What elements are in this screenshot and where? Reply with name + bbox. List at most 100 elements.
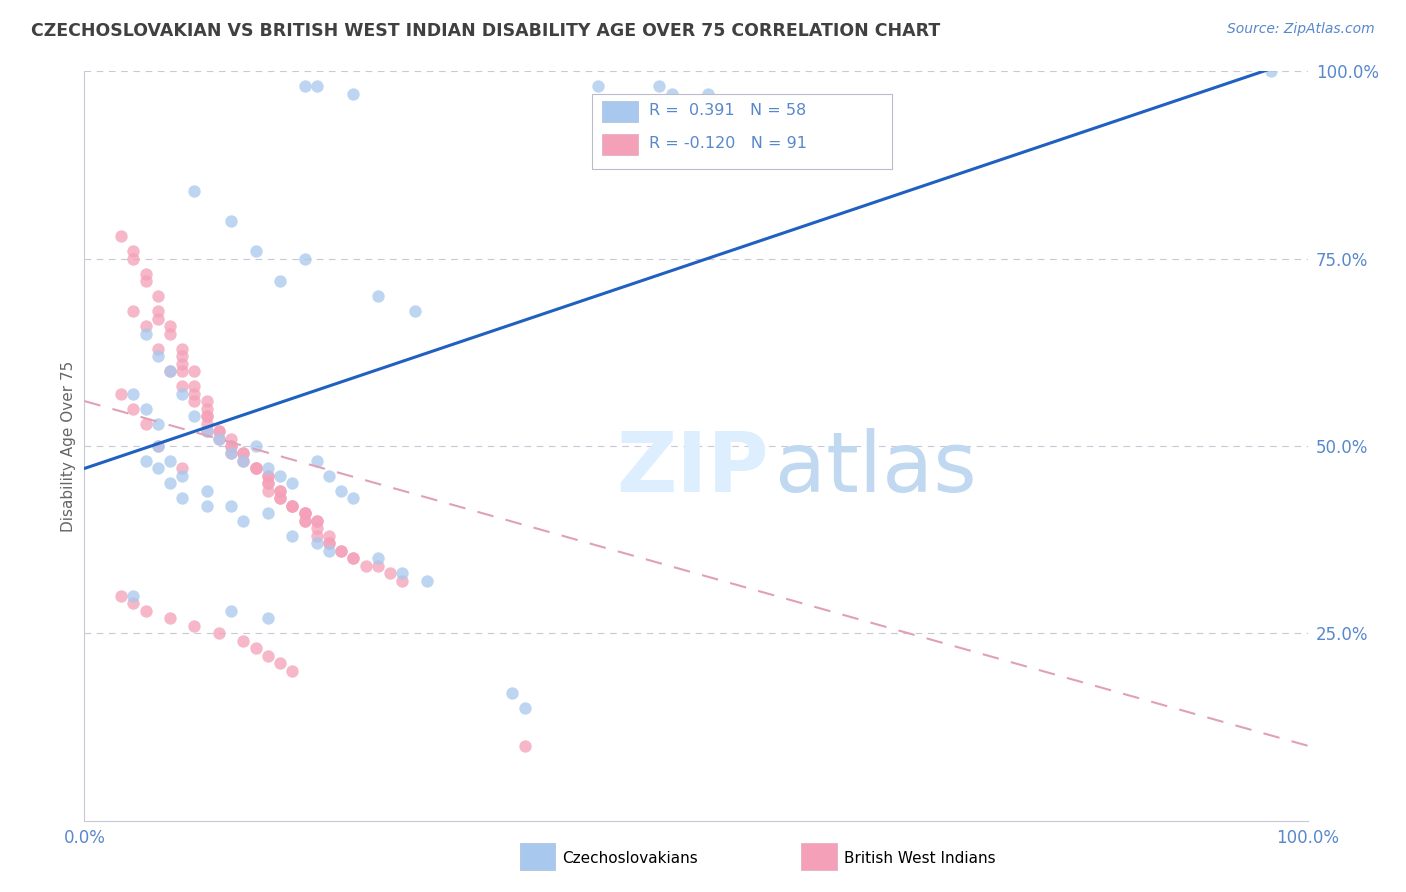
Point (159, 364, 181, 378)
Point (330, 483, 353, 498)
Point (257, 648, 280, 663)
Point (281, 499, 304, 513)
Point (269, 483, 291, 498)
Point (502, 686, 524, 700)
Point (159, 364, 181, 378)
Point (183, 379, 205, 393)
Point (318, 469, 340, 483)
FancyBboxPatch shape (592, 94, 891, 169)
Point (380, 566, 402, 581)
Point (661, 87, 683, 101)
Point (294, 79, 316, 94)
Point (648, 79, 671, 94)
Point (110, 229, 132, 244)
Point (135, 454, 157, 468)
Point (135, 401, 157, 416)
Point (318, 536, 340, 550)
Point (195, 409, 218, 423)
Point (122, 252, 145, 266)
Point (146, 342, 169, 356)
Point (219, 432, 242, 446)
Point (269, 469, 291, 483)
Point (281, 499, 304, 513)
Point (305, 514, 328, 528)
Point (269, 491, 291, 506)
Point (172, 469, 194, 483)
Point (135, 267, 157, 281)
Point (172, 357, 194, 371)
Point (146, 289, 169, 303)
Point (159, 476, 181, 491)
Point (232, 514, 254, 528)
Point (159, 611, 181, 625)
Point (172, 342, 194, 356)
Point (172, 379, 194, 393)
Point (232, 446, 254, 460)
Point (245, 439, 267, 453)
Point (232, 454, 254, 468)
Point (342, 551, 364, 566)
Point (318, 544, 340, 558)
Point (367, 289, 389, 303)
Point (586, 79, 609, 94)
Point (257, 483, 280, 498)
Point (122, 401, 145, 416)
Point (219, 214, 242, 228)
Point (367, 551, 389, 566)
Point (697, 87, 720, 101)
Point (257, 507, 280, 521)
Point (159, 319, 181, 334)
Point (294, 507, 316, 521)
Text: R = -0.120   N = 91: R = -0.120 N = 91 (650, 136, 807, 151)
Point (232, 454, 254, 468)
Point (269, 274, 291, 288)
Point (219, 439, 242, 453)
Point (281, 499, 304, 513)
Point (257, 476, 280, 491)
Point (305, 521, 328, 535)
Point (245, 461, 267, 475)
Point (183, 394, 205, 409)
Point (269, 491, 291, 506)
Point (146, 417, 169, 431)
Point (195, 424, 218, 438)
Point (172, 349, 194, 363)
Point (135, 604, 157, 618)
Point (208, 432, 231, 446)
Bar (602, 135, 638, 155)
Point (110, 589, 132, 603)
Point (416, 574, 439, 588)
Point (294, 507, 316, 521)
Point (195, 424, 218, 438)
Point (183, 619, 205, 633)
Point (135, 274, 157, 288)
Text: ZIP: ZIP (616, 428, 769, 509)
Point (232, 633, 254, 648)
Point (219, 439, 242, 453)
Point (219, 499, 242, 513)
Point (245, 244, 267, 259)
Point (146, 461, 169, 475)
Point (245, 461, 267, 475)
Point (294, 514, 316, 528)
Point (135, 326, 157, 341)
Point (513, 739, 536, 753)
Point (257, 476, 280, 491)
Point (257, 469, 280, 483)
Point (195, 401, 218, 416)
Point (305, 514, 328, 528)
Point (159, 326, 181, 341)
Bar (602, 102, 638, 122)
Point (146, 439, 169, 453)
Point (135, 319, 157, 334)
Point (208, 424, 231, 438)
Point (1260, 64, 1282, 78)
Point (391, 574, 413, 588)
Point (219, 446, 242, 460)
Point (294, 514, 316, 528)
Point (183, 184, 205, 198)
Point (146, 349, 169, 363)
Point (135, 417, 157, 431)
Point (195, 417, 218, 431)
Point (513, 701, 536, 715)
